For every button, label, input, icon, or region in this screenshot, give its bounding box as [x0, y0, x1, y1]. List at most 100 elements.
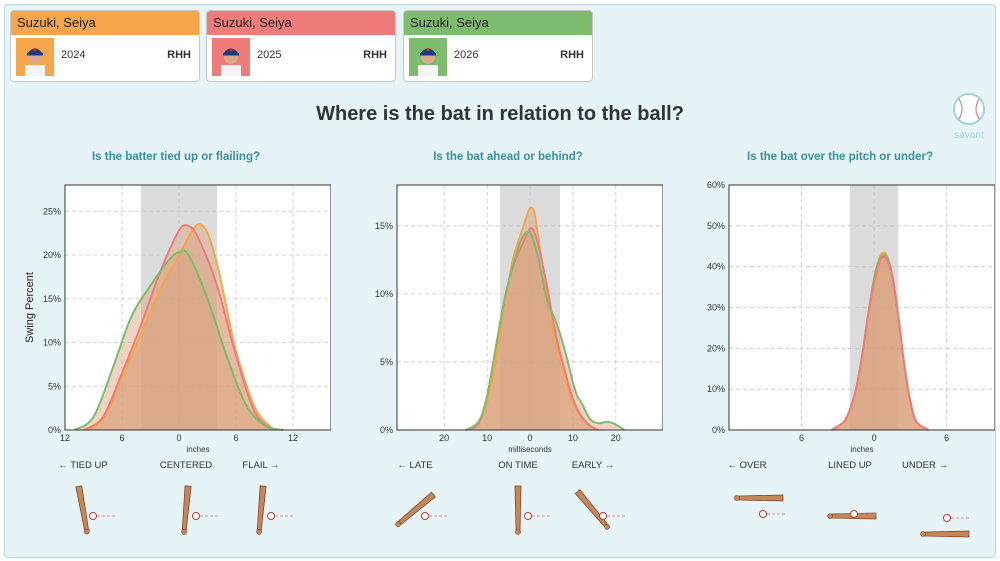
direction-label: LINED UP	[828, 460, 872, 471]
ball-icon-0	[89, 512, 97, 520]
direction-label: FLAIL →	[242, 460, 279, 471]
distribution-chart: 0% 5% 10% 15% 20% 25% 12 6 0 6 12 inches Swing Perce…	[24, 184, 331, 535]
x-tick-label: 6	[233, 433, 238, 443]
ball-icon-1	[524, 512, 532, 520]
direction-label: ← TIED UP	[58, 460, 107, 471]
plot-frame	[396, 184, 663, 431]
bat-illustration-0	[734, 494, 784, 502]
ball-icon-1	[850, 510, 858, 518]
y-tick-label: 50%	[707, 221, 725, 231]
ball-icon-2	[599, 512, 607, 520]
ball-icon-0	[421, 512, 429, 520]
chart-subtitle: Is the batter tied up or flailing?	[91, 151, 261, 163]
logo-text: savant	[954, 130, 984, 141]
page-title: Where is the bat in relation to the ball…	[316, 103, 684, 125]
series-line-1	[83, 223, 275, 431]
batter-hand: RHH	[363, 49, 387, 61]
x-tick-label: 20	[611, 433, 621, 443]
y-tick-label: 40%	[707, 262, 725, 272]
bat-illustration-1	[181, 485, 192, 535]
y-tick-label: 25%	[43, 206, 61, 216]
y-tick-label: 15%	[43, 294, 61, 304]
series-area-0	[465, 207, 599, 430]
bat-illustration-0	[75, 485, 90, 535]
x-tick-label: 12	[60, 433, 70, 443]
series-area-0	[84, 224, 274, 430]
chart-subtitle: Is the bat ahead or behind?	[433, 151, 583, 163]
y-tick-label: 10%	[43, 338, 61, 348]
direction-label: CENTERED	[160, 460, 212, 471]
series-area-0	[831, 252, 929, 430]
y-axis-label: Swing Percent	[24, 272, 36, 343]
bat-illustration-2	[574, 489, 610, 530]
chart-panel-ahead-behind: Is the bat ahead or behind? 0% 5% 10% 15% 20…	[353, 145, 663, 555]
season-year: 2025	[257, 49, 282, 61]
series-line-2	[73, 249, 284, 431]
player-card-header: Suzuki, Seiya	[11, 11, 199, 35]
direction-label: ← LATE	[397, 460, 432, 471]
series-line-0	[465, 206, 600, 431]
direction-label: ON TIME	[498, 460, 537, 471]
series-area-2	[831, 256, 929, 430]
batter-hand: RHH	[167, 49, 191, 61]
direction-label: UNDER →	[902, 460, 948, 471]
x-tick-label: 6	[944, 433, 949, 443]
distribution-chart: 0% 5% 10% 15% 20 10 0 10 20 milliseconds ← LATE ON …	[375, 184, 663, 535]
direction-label: ← OVER	[727, 460, 766, 471]
x-tick-label: 0	[176, 433, 181, 443]
chart-panel-tied-up-flailing: Is the batter tied up or flailing? 0% 5% 1…	[21, 145, 331, 555]
player-card-2026[interactable]: Suzuki, Seiya 2026 RHH	[403, 10, 593, 82]
x-tick-label: 6	[119, 433, 124, 443]
x-tick-label: 6	[799, 433, 804, 443]
ball-icon-2	[267, 512, 275, 520]
chart-panel-over-under: Is the bat over the pitch or under? 0% 10…	[685, 145, 995, 555]
y-tick-label: 0%	[48, 425, 61, 435]
player-card-2025[interactable]: Suzuki, Seiya 2025 RHH	[206, 10, 396, 82]
ball-icon-0	[759, 510, 767, 518]
y-tick-label: 5%	[48, 381, 61, 391]
bat-illustration-0	[395, 491, 436, 527]
chart-subtitle: Is the bat over the pitch or under?	[747, 151, 933, 163]
x-tick-label: 10	[482, 433, 492, 443]
savant-widget: Suzuki, Seiya 2024 RHH Suzuki, Seiya	[4, 4, 996, 558]
direction-label: EARLY →	[572, 460, 614, 471]
series-area-2	[74, 250, 284, 430]
y-tick-label: 0%	[712, 425, 725, 435]
y-tick-label: 30%	[707, 303, 725, 313]
player-card-2024[interactable]: Suzuki, Seiya 2024 RHH	[10, 10, 200, 82]
series-area-2	[465, 231, 625, 430]
bat-illustration-2	[256, 485, 267, 535]
player-card-header: Suzuki, Seiya	[404, 11, 592, 35]
y-tick-label: 10%	[375, 289, 393, 299]
player-photo	[409, 38, 447, 76]
savant-logo: savant	[953, 93, 985, 141]
ball-icon-1	[192, 512, 200, 520]
y-tick-label: 20%	[43, 250, 61, 260]
player-photo	[212, 38, 250, 76]
y-tick-label: 60%	[707, 180, 725, 190]
x-tick-label: 12	[288, 433, 298, 443]
x-axis-label: inches	[186, 445, 209, 454]
y-tick-label: 0%	[380, 425, 393, 435]
plot-frame	[728, 184, 995, 431]
batter-hand: RHH	[560, 49, 584, 61]
x-axis-label: inches	[850, 445, 873, 454]
x-axis-label: milliseconds	[508, 445, 552, 454]
x-tick-label: 10	[568, 433, 578, 443]
plot-frame	[64, 184, 331, 431]
series-line-2	[831, 255, 930, 431]
y-tick-label: 10%	[707, 384, 725, 394]
x-tick-label: 20	[439, 433, 449, 443]
y-tick-label: 5%	[380, 357, 393, 367]
season-year: 2026	[454, 49, 479, 61]
player-card-header: Suzuki, Seiya	[207, 11, 395, 35]
y-tick-label: 20%	[707, 343, 725, 353]
series-area-1	[831, 254, 929, 430]
x-tick-label: 0	[872, 433, 877, 443]
ball-icon-2	[943, 514, 951, 522]
player-photo	[16, 38, 54, 76]
series-line-2	[465, 230, 625, 431]
x-tick-label: 0	[527, 433, 532, 443]
series-area-1	[84, 224, 274, 430]
season-year: 2024	[61, 49, 86, 61]
